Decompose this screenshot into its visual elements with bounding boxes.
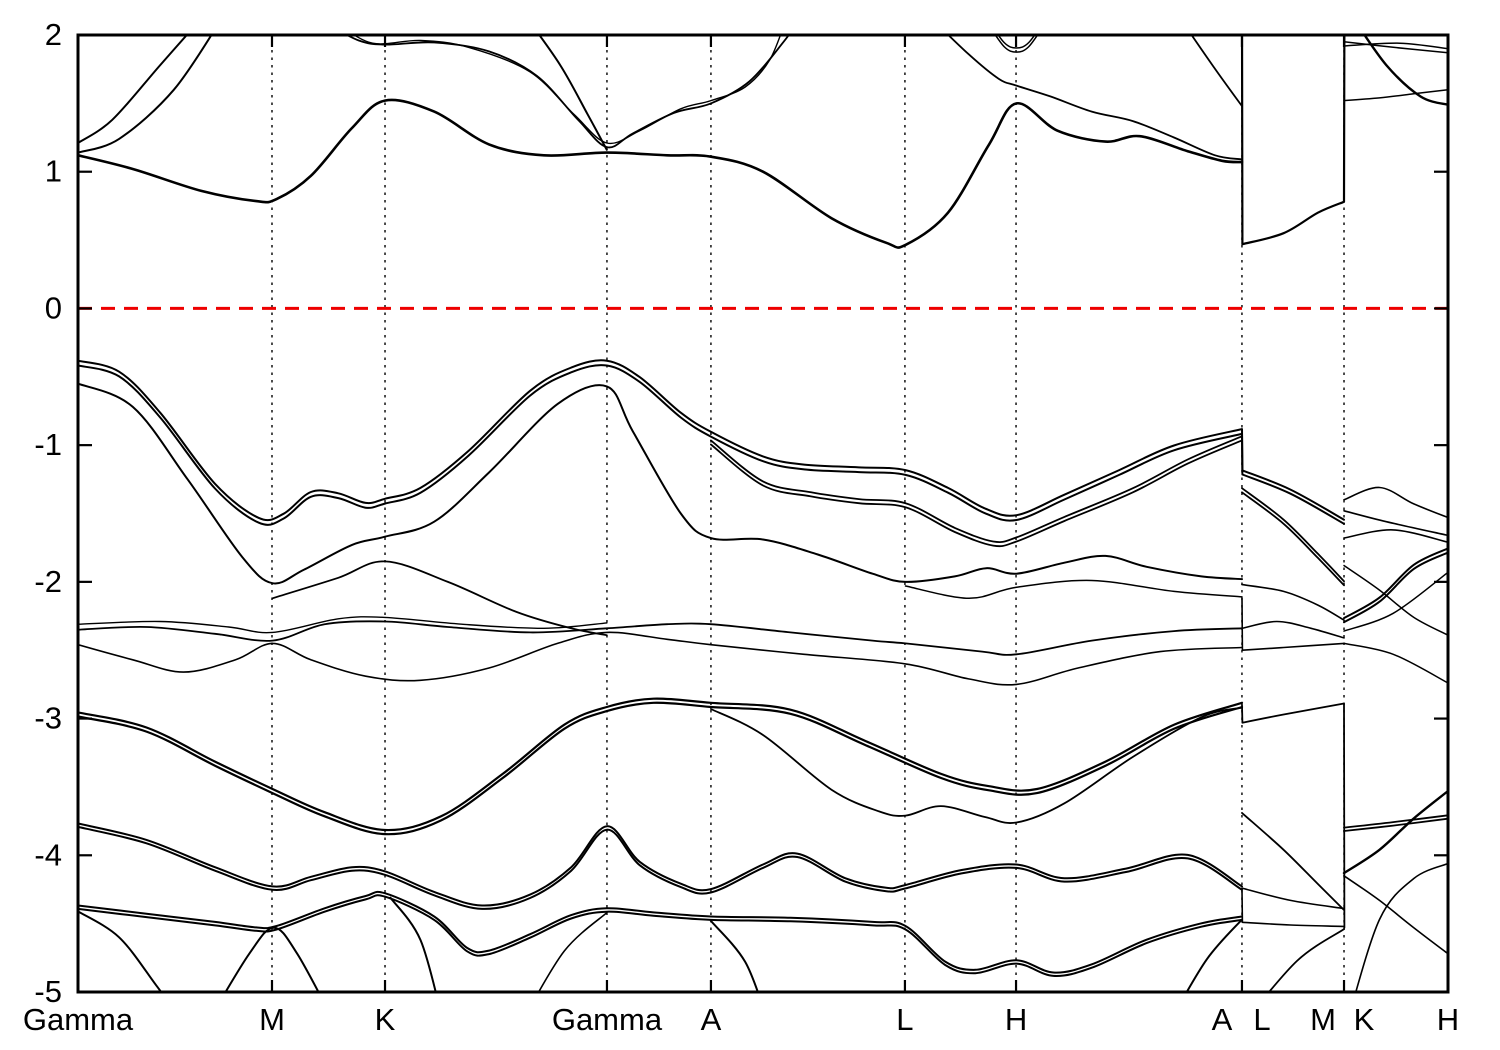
band-curve-28 [1241, 428, 1345, 521]
band-curve-45 [1343, 547, 1448, 620]
band-curve-7 [994, 35, 1039, 53]
band-curve-23 [389, 896, 437, 992]
band-curve-14 [78, 620, 1243, 656]
band-curve-6 [947, 35, 1243, 161]
tick-marks [76, 33, 1450, 994]
band-curve-15 [78, 616, 608, 634]
band-curve-38 [1343, 41, 1448, 54]
x-axis-label-k-10: K [1354, 1002, 1375, 1037]
x-axis-label-a-4: A [701, 1002, 722, 1037]
band-curve-27 [1240, 35, 1346, 246]
y-tick-label--5: -5 [34, 974, 62, 1009]
band-curve-40 [1343, 88, 1448, 102]
band-curve-36 [1241, 890, 1345, 928]
axis-border [76, 33, 1450, 994]
band-curve-10 [710, 435, 1243, 544]
band-curve-4 [352, 35, 782, 145]
band-curve-42 [1343, 486, 1448, 519]
band-curve-19 [78, 822, 1243, 907]
x-axis-label-m-9: M [1310, 1002, 1336, 1037]
y-tick-label-1: 1 [45, 154, 62, 189]
band-curves [78, 35, 1448, 992]
band-curve-19 [78, 825, 1243, 910]
band-curve-17 [78, 701, 1244, 836]
band-curve-49 [1343, 817, 1448, 832]
band-curve-29 [1241, 491, 1345, 587]
band-curve-18 [710, 706, 1243, 824]
band-curve-32 [1241, 597, 1345, 651]
band-curve-37 [1267, 928, 1345, 992]
band-curve-25 [709, 919, 759, 992]
band-curve-22 [224, 926, 320, 992]
band-curve-9 [78, 359, 1243, 522]
band-curve-28 [1241, 432, 1345, 525]
x-axis-label-m-1: M [259, 1002, 285, 1037]
band-curve-8 [1190, 35, 1243, 107]
x-axis-label-l-5: L [896, 1002, 913, 1037]
x-axis-label-h-6: H [1005, 1002, 1027, 1037]
band-curve-24 [537, 911, 608, 992]
x-axis-label-a-7: A [1212, 1002, 1233, 1037]
band-curve-26 [1185, 918, 1243, 992]
band-curve-51 [1343, 875, 1448, 955]
band-curve-48 [1343, 642, 1448, 684]
band-curve-9 [78, 364, 1243, 526]
band-curve-31 [1241, 620, 1345, 639]
band-curve-0 [78, 35, 189, 144]
y-tick-label--2: -2 [34, 564, 62, 599]
band-curve-10 [710, 439, 1243, 548]
band-curve-45 [1343, 551, 1448, 624]
band-curve-39 [1343, 42, 1448, 50]
band-curve-52 [1354, 862, 1448, 992]
band-curve-47 [1343, 564, 1448, 636]
band-curve-5 [538, 35, 608, 151]
band-curve-13 [271, 560, 608, 637]
band-curve-16 [78, 631, 1243, 686]
band-curve-29 [1241, 487, 1345, 583]
band-curve-43 [1343, 510, 1448, 537]
band-curve-3 [345, 35, 790, 149]
x-axis-label-h-11: H [1437, 1002, 1459, 1037]
band-curve-20 [78, 890, 1243, 974]
y-tick-label--1: -1 [34, 427, 62, 462]
band-curve-35 [1241, 887, 1345, 910]
x-axis-label-k-2: K [375, 1002, 396, 1037]
band-curve-20 [78, 894, 1243, 977]
x-axis-label-l-8: L [1253, 1002, 1270, 1037]
y-tick-label-0: 0 [45, 290, 62, 325]
band-curve-44 [1343, 529, 1448, 543]
band-curve-34 [1241, 812, 1345, 911]
band-curve-21 [78, 910, 163, 992]
y-tick-label--3: -3 [34, 701, 62, 736]
x-axis-labels: Gamma M K Gamma A L H A L M K H [23, 1002, 1459, 1037]
x-axis-label-gamma-3: Gamma [552, 1002, 663, 1037]
band-curve-12 [904, 579, 1243, 600]
band-curve-49 [1343, 814, 1448, 829]
band-curve-50 [1342, 789, 1448, 875]
x-axis-label-gamma-0: Gamma [23, 1002, 134, 1037]
band-curve-17 [78, 697, 1244, 832]
band-curve-2 [78, 98, 1244, 249]
y-axis-labels: 2 1 0 -1 -2 -3 -4 -5 [34, 17, 62, 1009]
band-curve-33 [1241, 702, 1346, 929]
band-curve-1 [78, 35, 213, 154]
band-curve-11 [78, 382, 1243, 585]
y-tick-label-2: 2 [45, 17, 62, 52]
band-curve-41 [1363, 35, 1448, 106]
y-tick-label--4: -4 [34, 837, 62, 872]
band-curve-30 [1241, 583, 1345, 621]
